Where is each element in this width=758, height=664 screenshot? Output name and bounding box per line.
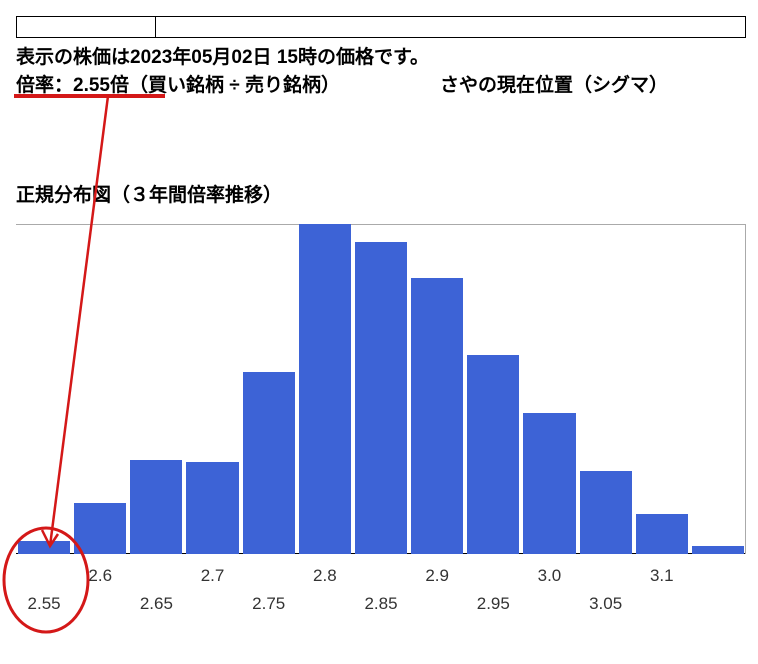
x-tick-label: 3.1 — [650, 566, 674, 586]
x-tick-label: 2.8 — [313, 566, 337, 586]
ratio-text: 倍率：2.55倍（買い銘柄 ÷ 売り銘柄） — [16, 70, 340, 97]
chart-title: 正規分布図（３年間倍率推移） — [16, 180, 282, 207]
x-axis-ticks: 2.62.72.82.93.03.12.552.652.752.852.953.… — [16, 560, 746, 610]
histogram-bar — [580, 471, 632, 555]
x-tick-label: 2.75 — [252, 594, 285, 614]
x-tick-label: 2.85 — [364, 594, 397, 614]
histogram-bar — [74, 503, 126, 554]
sigma-position-text: さやの現在位置（シグマ） — [440, 70, 668, 97]
histogram-bar — [299, 224, 351, 554]
histogram-bar — [186, 462, 238, 554]
histogram-bar — [467, 355, 519, 554]
histogram-bar — [243, 372, 295, 554]
x-tick-label: 2.9 — [425, 566, 449, 586]
x-tick-label: 2.7 — [201, 566, 225, 586]
histogram-bar — [692, 546, 744, 554]
x-tick-label: 3.05 — [589, 594, 622, 614]
x-tick-label: 2.6 — [88, 566, 112, 586]
x-tick-label: 2.95 — [477, 594, 510, 614]
x-tick-label: 3.0 — [538, 566, 562, 586]
table-cell — [16, 16, 156, 38]
histogram-bar — [636, 514, 688, 554]
x-tick-label: 2.65 — [140, 594, 173, 614]
price-timestamp-text: 表示の株価は2023年05月02日 15時の価格です。 — [16, 42, 429, 69]
histogram-bar — [130, 460, 182, 554]
histogram-bar — [18, 541, 70, 554]
histogram-bar — [411, 278, 463, 554]
histogram-chart — [16, 224, 746, 554]
table-header-row — [16, 16, 746, 38]
histogram-bar — [523, 413, 575, 554]
histogram-bar — [355, 242, 407, 554]
x-tick-label: 2.55 — [28, 594, 61, 614]
table-cell — [155, 16, 746, 38]
